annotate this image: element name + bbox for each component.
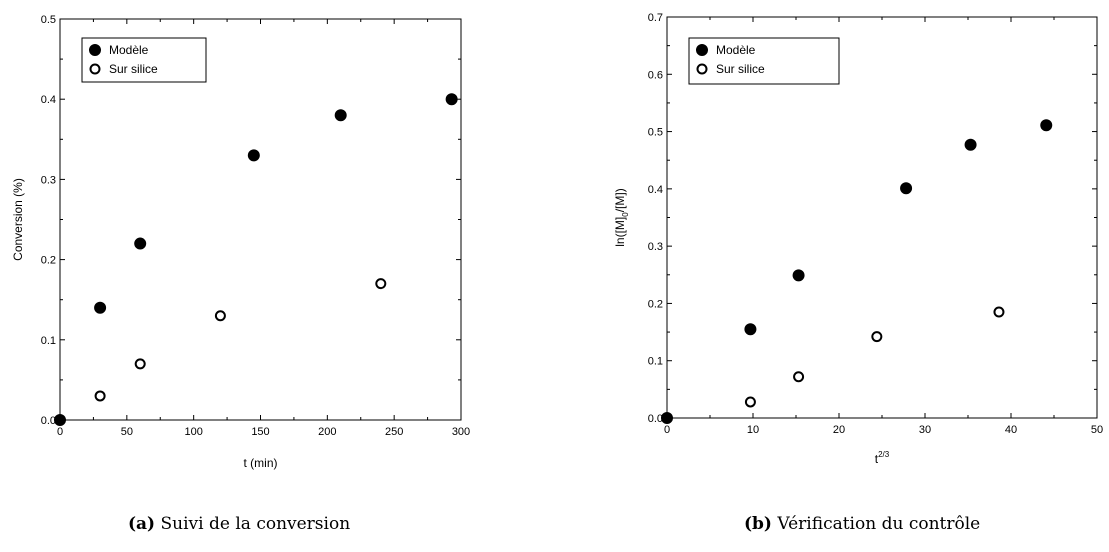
sur-silice-point: [94, 390, 106, 402]
x-tick-label: 0: [664, 424, 670, 436]
legend-marker: [89, 44, 101, 56]
sur-silice-point: [744, 396, 756, 408]
y-tick-label: 0.0: [648, 413, 663, 425]
modele-point: [94, 301, 107, 314]
sur-silice-point: [793, 371, 805, 383]
modele-point: [661, 412, 673, 424]
y-tick-label: 0.2: [41, 255, 56, 267]
legend-label: Sur silice: [109, 62, 158, 76]
modele-point: [744, 323, 757, 336]
y-tick-label: 0.2: [648, 298, 663, 310]
sur-silice-point: [214, 310, 226, 322]
modele-point: [334, 109, 347, 122]
x-tick-label: 40: [1005, 424, 1017, 436]
sur-silice-point: [993, 306, 1005, 318]
sur-silice-point: [375, 278, 387, 290]
modele-point: [54, 414, 66, 426]
y-tick-label: 0.1: [648, 356, 663, 368]
x-tick-label: 200: [318, 426, 336, 438]
x-axis-label: t2/3: [875, 450, 890, 466]
caption-a: (a) Suivi de la conversion: [128, 514, 350, 534]
caption-b-text: Vérification du contrôle: [777, 514, 981, 534]
y-tick-label: 0.7: [648, 12, 663, 24]
x-tick-label: 30: [919, 424, 931, 436]
y-tick-label: 0.5: [41, 14, 56, 26]
chart-b: 0 10 20 30 40 50 0.0 0.1 0.2 0.3 0.4 0.5 0.6 0.7 t2/3 l…: [613, 12, 1103, 466]
modele-point: [964, 138, 977, 151]
caption-a-tag: (a): [128, 514, 156, 534]
y-tick-label: 0.3: [41, 174, 56, 186]
y-tick-label: 0.5: [648, 127, 663, 139]
legend-marker: [696, 44, 708, 56]
legend-box: [81, 37, 207, 83]
x-tick-label: 50: [1091, 424, 1103, 436]
modele-point: [900, 182, 913, 195]
x-axis-label: t (min): [244, 456, 278, 470]
legend-label: Sur silice: [716, 62, 765, 76]
y-tick-label: 0.1: [41, 335, 56, 347]
x-tick-label: 20: [833, 424, 845, 436]
caption-b-tag: (b): [744, 514, 772, 534]
legend: Modèle Sur silice: [81, 37, 207, 83]
y-axis-label: ln([M]0/[M]): [613, 188, 630, 246]
caption-b: (b) Vérification du contrôle: [744, 514, 980, 534]
modele-point: [1040, 119, 1053, 132]
legend-label: Modèle: [716, 43, 756, 57]
x-tick-label: 10: [747, 424, 759, 436]
modele-point: [247, 149, 260, 162]
legend-marker: [696, 63, 708, 75]
y-tick-label: 0.4: [648, 184, 663, 196]
x-tick-label: 250: [385, 426, 403, 438]
y-tick-label: 0.4: [41, 94, 56, 106]
x-tick-label: 50: [121, 426, 133, 438]
caption-a-text: Suivi de la conversion: [160, 514, 351, 534]
sur-silice-point: [134, 358, 146, 370]
modele-point: [445, 93, 458, 106]
x-tick-label: 300: [452, 426, 470, 438]
legend-marker: [89, 63, 101, 75]
modele-point: [792, 269, 805, 282]
sur-silice-point: [871, 331, 883, 343]
legend-box: [688, 37, 840, 85]
legend: Modèle Sur silice: [688, 37, 840, 85]
x-tick-label: 0: [57, 426, 63, 438]
legend-label: Modèle: [109, 43, 149, 57]
y-axis-label: Conversion (%): [11, 178, 25, 261]
x-tick-label: 100: [184, 426, 202, 438]
chart-a: 0 50 100 150 200 250 300 0.0 0.1 0.2 0.3 0.4 0.5 t (m…: [11, 14, 470, 470]
y-tick-label: 0.3: [648, 241, 663, 253]
y-tick-label: 0.6: [648, 69, 663, 81]
y-tick-label: 0.0: [41, 415, 56, 427]
x-tick-label: 150: [251, 426, 269, 438]
modele-point: [134, 237, 147, 250]
